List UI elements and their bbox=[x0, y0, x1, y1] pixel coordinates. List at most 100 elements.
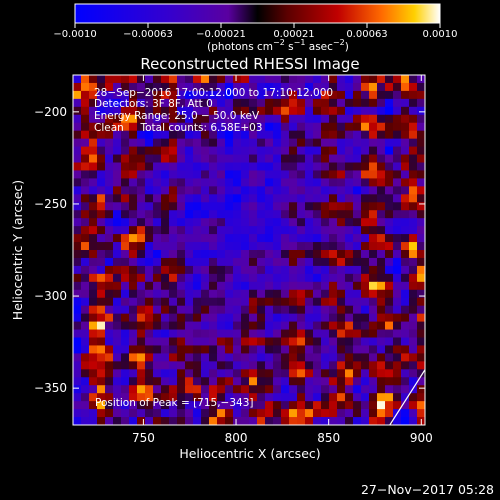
heatmap-cell bbox=[177, 401, 186, 410]
heatmap-cell bbox=[97, 385, 106, 394]
heatmap-cell bbox=[225, 337, 234, 347]
heatmap-cell bbox=[137, 178, 146, 187]
heatmap-cell bbox=[161, 345, 170, 354]
heatmap-cell bbox=[209, 98, 218, 108]
heatmap-cell bbox=[257, 202, 266, 211]
heatmap-cell bbox=[377, 353, 386, 362]
heatmap-cell bbox=[193, 130, 202, 140]
heatmap-cell bbox=[361, 98, 370, 108]
heatmap-cell bbox=[249, 257, 258, 267]
heatmap-cell bbox=[289, 130, 298, 140]
heatmap-cell bbox=[305, 337, 314, 347]
heatmap-cell bbox=[409, 242, 418, 251]
heatmap-cell bbox=[225, 138, 234, 148]
heatmap-cell bbox=[137, 75, 146, 84]
heatmap-cell bbox=[393, 194, 402, 203]
heatmap-cell bbox=[369, 337, 378, 347]
heatmap-cell bbox=[217, 265, 226, 275]
heatmap-cell bbox=[177, 417, 186, 425]
heatmap-cell bbox=[233, 130, 242, 140]
heatmap-cell bbox=[297, 202, 306, 211]
heatmap-cell bbox=[217, 90, 226, 100]
heatmap-cell bbox=[329, 146, 338, 156]
heatmap-cell bbox=[225, 369, 234, 378]
heatmap-cell bbox=[321, 361, 330, 370]
heatmap-cell bbox=[401, 82, 410, 92]
heatmap-cell bbox=[401, 218, 410, 227]
heatmap-cell bbox=[329, 369, 338, 378]
heatmap-cell bbox=[217, 130, 226, 140]
heatmap-cell bbox=[305, 218, 314, 227]
heatmap-cell bbox=[241, 297, 250, 307]
heatmap-cell bbox=[209, 186, 218, 195]
heatmap-cell bbox=[249, 353, 258, 362]
heatmap-cells bbox=[73, 75, 425, 425]
heatmap-cell bbox=[345, 194, 354, 203]
heatmap-cell bbox=[225, 305, 234, 315]
heatmap-cell bbox=[169, 210, 178, 219]
heatmap-cell bbox=[121, 90, 130, 100]
heatmap-cell bbox=[113, 82, 122, 92]
heatmap-cell bbox=[129, 98, 138, 108]
heatmap-cell bbox=[177, 130, 186, 140]
heatmap-cell bbox=[289, 122, 298, 132]
heatmap-cell bbox=[97, 98, 106, 108]
heatmap-cell bbox=[89, 162, 98, 172]
heatmap-cell bbox=[385, 313, 394, 323]
heatmap-cell bbox=[241, 345, 250, 354]
heatmap-cell bbox=[185, 305, 194, 315]
heatmap-cell bbox=[225, 401, 234, 410]
heatmap-cell bbox=[97, 305, 106, 315]
heatmap-cell bbox=[201, 146, 210, 156]
heatmap-cell bbox=[249, 417, 258, 425]
heatmap-cell bbox=[297, 146, 306, 156]
heatmap-cell bbox=[137, 130, 146, 140]
heatmap-cell bbox=[401, 178, 410, 187]
heatmap-cell bbox=[161, 273, 170, 283]
heatmap-cell bbox=[217, 186, 226, 195]
heatmap-cell bbox=[273, 202, 282, 211]
heatmap-cell bbox=[401, 297, 410, 307]
heatmap-cell bbox=[417, 138, 425, 148]
heatmap-cell bbox=[113, 154, 122, 164]
heatmap-cell bbox=[353, 345, 362, 354]
heatmap-cell bbox=[313, 138, 322, 148]
heatmap-cell bbox=[337, 186, 346, 195]
heatmap-cell bbox=[145, 289, 154, 299]
heatmap-cell bbox=[209, 75, 218, 84]
heatmap-cell bbox=[153, 257, 162, 267]
heatmap-cell bbox=[177, 202, 186, 211]
heatmap-cell bbox=[257, 329, 266, 339]
heatmap-cell bbox=[121, 218, 130, 227]
heatmap-cell bbox=[153, 393, 162, 402]
heatmap-cell bbox=[393, 361, 402, 370]
heatmap-cell bbox=[89, 106, 98, 116]
heatmap-cell bbox=[241, 170, 250, 179]
heatmap-cell bbox=[313, 361, 322, 370]
heatmap-cell bbox=[369, 138, 378, 148]
heatmap-cell bbox=[305, 226, 314, 235]
heatmap-cell bbox=[185, 409, 194, 418]
heatmap-cell bbox=[161, 417, 170, 425]
heatmap-cell bbox=[305, 90, 314, 100]
heatmap-cell bbox=[297, 154, 306, 164]
heatmap-cell bbox=[321, 329, 330, 339]
heatmap-cell bbox=[121, 289, 130, 299]
heatmap-cell bbox=[409, 353, 418, 362]
heatmap-cell bbox=[385, 321, 394, 331]
heatmap-cell bbox=[225, 273, 234, 283]
heatmap-cell bbox=[281, 250, 290, 259]
heatmap-cell bbox=[361, 202, 370, 211]
heatmap-cell bbox=[225, 281, 234, 291]
heatmap-cell bbox=[177, 90, 186, 100]
heatmap-cell bbox=[177, 409, 186, 418]
heatmap-cell bbox=[321, 393, 330, 402]
heatmap-cell bbox=[233, 377, 242, 386]
heatmap-cell bbox=[209, 250, 218, 259]
heatmap-cell bbox=[177, 75, 186, 84]
heatmap-cell bbox=[321, 154, 330, 164]
heatmap-cell bbox=[409, 321, 418, 331]
heatmap-cell bbox=[249, 186, 258, 195]
heatmap-cell bbox=[97, 106, 106, 116]
heatmap-cell bbox=[177, 361, 186, 370]
